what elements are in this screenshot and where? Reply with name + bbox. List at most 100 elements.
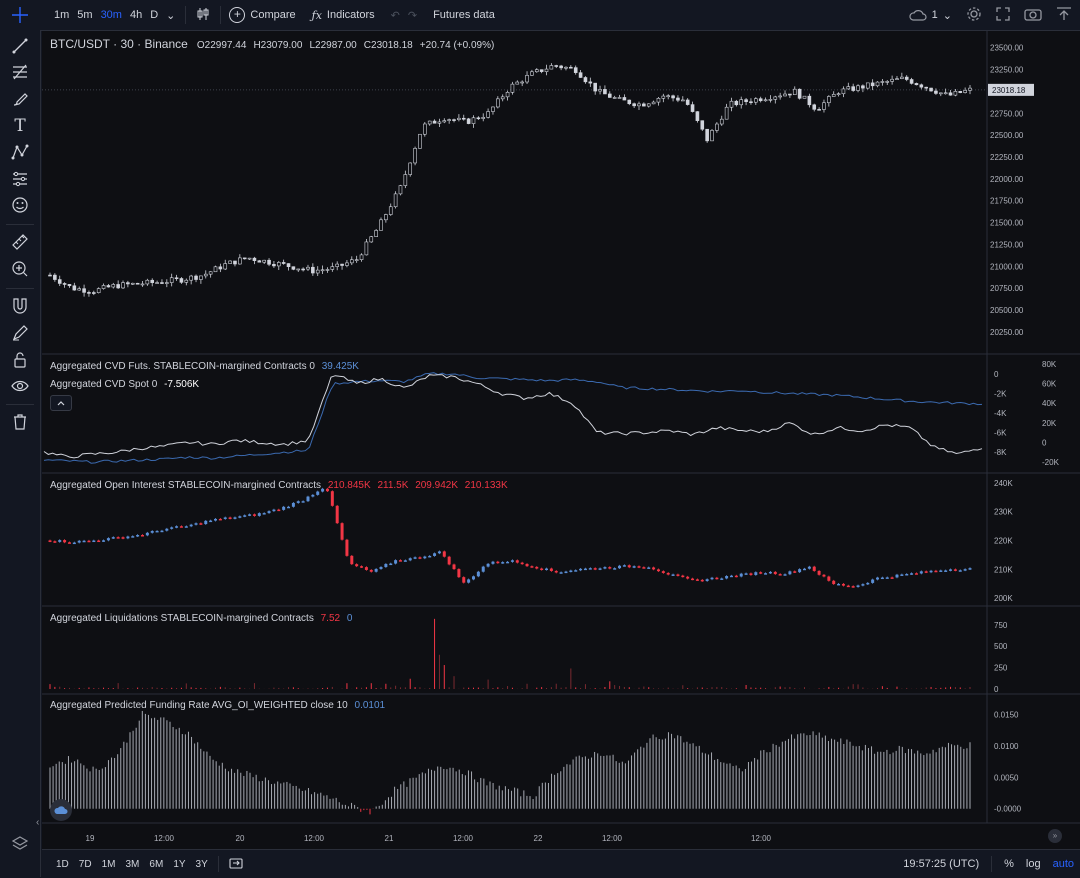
oi-candle xyxy=(452,564,456,570)
price-candle xyxy=(364,241,369,256)
oi-candle xyxy=(175,526,179,528)
oi-candle xyxy=(199,523,203,525)
range-6m[interactable]: 6M xyxy=(149,858,164,870)
collapse-legend-button[interactable] xyxy=(50,395,72,411)
stay-in-drawing-icon[interactable] xyxy=(8,321,32,345)
price-candle xyxy=(729,100,734,108)
oi-candle xyxy=(958,570,962,572)
lock-icon[interactable] xyxy=(8,348,32,372)
price-candle xyxy=(919,84,924,88)
cvd-left-axis-tick: -6K xyxy=(994,429,1007,438)
percent-toggle[interactable]: % xyxy=(1004,858,1014,870)
funding-label[interactable]: Aggregated Predicted Funding Rate AVG_OI… xyxy=(50,700,348,711)
price-candle xyxy=(82,288,86,293)
main-legend: BTC/USDT · 30 · Binance O22997.44 H23079… xyxy=(50,37,494,51)
liq-label[interactable]: Aggregated Liquidations STABLECOIN-margi… xyxy=(50,613,314,624)
smiley-icon[interactable] xyxy=(8,193,32,217)
indicators-button[interactable]: ƒx Indicators xyxy=(312,9,375,22)
tradingview-logo[interactable] xyxy=(50,799,72,821)
undo-icon[interactable]: ↶ xyxy=(390,9,400,22)
oi-candle xyxy=(773,571,777,575)
oi-candle xyxy=(827,576,831,581)
oi-candle xyxy=(700,579,704,582)
oi-candle xyxy=(433,553,437,556)
oi-candle xyxy=(496,561,500,564)
goto-date-icon[interactable] xyxy=(229,857,243,872)
range-3y[interactable]: 3Y xyxy=(195,858,208,870)
price-candle xyxy=(408,162,413,175)
range-7d[interactable]: 7D xyxy=(78,858,92,870)
magnet-icon[interactable] xyxy=(8,294,32,318)
price-candle xyxy=(345,262,349,266)
oi-candle xyxy=(184,526,188,528)
oi-label[interactable]: Aggregated Open Interest STABLECOIN-marg… xyxy=(50,480,322,491)
gear-icon[interactable] xyxy=(966,6,982,25)
oi-candle xyxy=(457,569,461,578)
trash-icon[interactable] xyxy=(8,410,32,434)
fullscreen-icon[interactable] xyxy=(996,6,1010,24)
redo-icon[interactable]: ↷ xyxy=(407,9,418,22)
prediction-tool-icon[interactable] xyxy=(8,167,32,191)
publish-icon[interactable] xyxy=(1056,6,1072,24)
range-1y[interactable]: 1Y xyxy=(173,858,186,870)
interval-1m[interactable]: 1m xyxy=(54,9,70,21)
clock-time[interactable]: 19:57:25 (UTC) xyxy=(903,858,980,870)
trend-line-icon[interactable] xyxy=(8,34,32,58)
chart-canvas[interactable]: 23500.0023250.0023000.0022750.0022500.00… xyxy=(42,31,1080,849)
layers-icon[interactable] xyxy=(8,832,32,856)
oi-candle xyxy=(914,573,918,575)
interval-30m[interactable]: 30m xyxy=(100,9,122,21)
cloud-layout-button[interactable]: 1 ⌄ xyxy=(909,9,952,22)
price-candle xyxy=(155,282,159,284)
oi-candle xyxy=(467,579,471,583)
symbol-title[interactable]: BTC/USDT · 30 · Binance xyxy=(50,37,188,51)
ruler-icon[interactable] xyxy=(8,230,32,254)
oi-candle xyxy=(413,557,417,559)
chart-area[interactable]: 23500.0023250.0023000.0022750.0022500.00… xyxy=(36,31,1080,849)
oi-candle xyxy=(267,511,271,514)
scroll-left-icon[interactable]: ‹ xyxy=(36,817,40,828)
scroll-to-realtime-icon[interactable]: » xyxy=(1048,829,1062,843)
brush-icon[interactable] xyxy=(8,87,32,111)
camera-icon[interactable] xyxy=(1024,7,1042,24)
futures-data-button[interactable]: Futures data xyxy=(433,9,495,21)
fib-retracement-icon[interactable] xyxy=(8,60,32,84)
price-candle xyxy=(466,118,471,124)
price-candle xyxy=(135,282,140,285)
oi-candle xyxy=(291,502,295,507)
interval-5m[interactable]: 5m xyxy=(77,9,93,21)
cvd-spot-label[interactable]: Aggregated CVD Spot 0 xyxy=(50,379,158,390)
compare-button[interactable]: + Compare xyxy=(229,7,296,23)
range-1d[interactable]: 1D xyxy=(56,858,69,870)
oi-candle xyxy=(194,523,198,525)
time-axis-tick: 12:00 xyxy=(304,834,325,843)
chevron-down-icon[interactable]: ⌄ xyxy=(166,9,176,22)
oi-candle xyxy=(832,580,836,585)
oi-candle xyxy=(866,582,870,585)
log-toggle[interactable]: log xyxy=(1025,858,1041,870)
pattern-icon[interactable] xyxy=(8,140,32,164)
eye-icon[interactable] xyxy=(8,374,32,398)
interval-4h[interactable]: 4h xyxy=(129,9,143,21)
cvd-futs-label[interactable]: Aggregated CVD Futs. STABLECOIN-margined… xyxy=(50,361,315,372)
oi-candle xyxy=(389,563,393,566)
auto-toggle[interactable]: auto xyxy=(1052,858,1074,870)
oi-axis-tick: 240K xyxy=(994,479,1013,488)
price-candle xyxy=(281,262,286,264)
price-axis-tick: 20500.00 xyxy=(990,306,1024,315)
price-candle xyxy=(267,259,271,265)
oi-candle xyxy=(652,567,656,570)
range-3m[interactable]: 3M xyxy=(125,858,140,870)
candle-type-icon[interactable] xyxy=(196,7,210,24)
range-1m[interactable]: 1M xyxy=(101,858,116,870)
price-change: +20.74 (+0.09%) xyxy=(419,40,495,51)
oi-candle xyxy=(846,585,850,588)
crosshair-icon[interactable] xyxy=(8,3,32,27)
oi-candle xyxy=(734,575,738,578)
price-candle xyxy=(802,95,807,99)
price-candle xyxy=(525,75,529,83)
text-tool-icon[interactable]: T xyxy=(14,116,26,136)
oi-candle xyxy=(812,566,816,571)
zoom-in-icon[interactable] xyxy=(8,257,32,281)
interval-d[interactable]: D xyxy=(150,9,159,21)
